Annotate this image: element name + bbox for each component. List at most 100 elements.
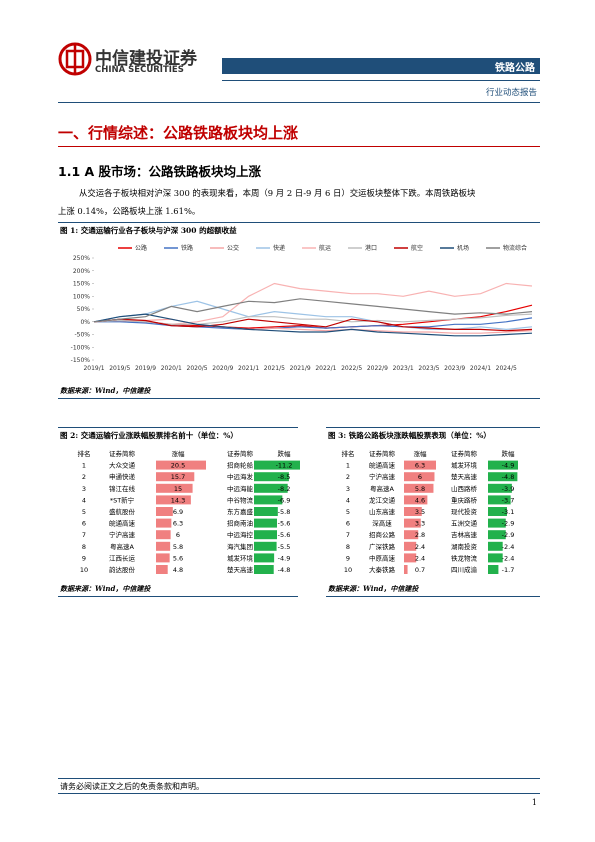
table-cell: 江西长运 <box>109 553 136 562</box>
x-tick-label: 2023/5 <box>418 365 439 372</box>
header-tag: 铁路公路 <box>495 63 535 74</box>
y-tick-label: -150% <box>71 357 91 364</box>
value-bar <box>254 530 277 540</box>
y-tick-label: 0% <box>80 319 90 326</box>
table-cell: 宁沪高速 <box>369 472 396 481</box>
table-header: 证券简称 <box>369 449 396 458</box>
table-cell: 皖通高速 <box>109 519 136 528</box>
table-cell: 2 <box>346 473 350 481</box>
rule <box>58 596 298 597</box>
table-cell: 4 <box>346 496 350 504</box>
table: 排名 证券简称 涨幅 证券简称 跌幅 1 大众交通 20.5 招商轮船 -11.2 2 申通快递 15.… <box>78 449 300 574</box>
x-tick-label: 2024/1 <box>470 365 491 372</box>
table-cell: 10 <box>344 566 352 574</box>
table-cell: -2.9 <box>502 531 515 539</box>
table-cell: 盛航股份 <box>109 507 136 516</box>
value-bar <box>488 507 507 516</box>
value-bar <box>488 541 503 551</box>
table-cell: -5.6 <box>278 520 291 528</box>
figure-caption: 图 3: 铁路公路板块涨跌幅股票表现（单位：%） <box>328 431 491 440</box>
table-header: 跌幅 <box>278 449 292 458</box>
x-tick-label: 2019/5 <box>109 365 130 372</box>
table-cell: 大众交通 <box>109 461 136 470</box>
table-header: 证券简称 <box>451 449 478 458</box>
table-cell: 4.8 <box>173 566 183 574</box>
table-cell: 山西路桥 <box>451 484 478 493</box>
table-cell: 粤高速A <box>110 542 135 551</box>
table-cell: 东方嘉盛 <box>227 507 254 516</box>
table-cell: 海汽集团 <box>227 542 253 551</box>
legend-label: 航空 <box>411 244 423 252</box>
table-cell: 五洲交通 <box>451 519 478 528</box>
table-cell: -4.9 <box>502 462 515 470</box>
table-cell: 2.8 <box>415 531 425 539</box>
legend-label: 物流综合 <box>503 244 527 252</box>
series-line <box>93 318 533 332</box>
table-cell: 5 <box>82 508 86 516</box>
table-header: 涨幅 <box>414 449 428 458</box>
rule <box>58 222 540 223</box>
table-cell: 铁龙物流 <box>451 553 478 562</box>
paragraph: 从交运各子板块相对沪深 300 的表现来看，本周（9 月 2 日-9 月 6 日… <box>79 188 476 198</box>
table-cell: 中远海发 <box>227 472 254 481</box>
x-tick-label: 2024/5 <box>496 365 517 372</box>
value-bar <box>254 553 275 563</box>
rule <box>58 427 298 428</box>
table-cell: -5.6 <box>278 531 291 539</box>
table-cell: 广深铁路 <box>369 542 396 551</box>
value-bar <box>404 541 417 551</box>
table-cell: 1 <box>346 462 350 470</box>
value-bar <box>488 472 518 482</box>
legend-label: 快递 <box>273 244 285 252</box>
x-tick-label: 2023/9 <box>444 365 465 372</box>
value-bar <box>404 507 422 516</box>
value-bar <box>488 518 506 528</box>
rule <box>58 793 540 794</box>
value-bar <box>254 495 283 505</box>
table-cell: 7 <box>82 531 86 539</box>
logo-en: CHINA SECURITIES <box>95 65 184 75</box>
table-header: 证券简称 <box>227 449 254 458</box>
value-bar <box>404 530 419 540</box>
value-bar <box>404 460 436 470</box>
table-cell: 3.3 <box>415 520 425 528</box>
table-cell: -4.8 <box>278 566 291 574</box>
table-cell: 6.3 <box>415 462 425 470</box>
value-bar <box>254 518 277 528</box>
table-cell: 6 <box>418 473 422 481</box>
table-cell: 5 <box>346 508 350 516</box>
table-header: 排名 <box>78 449 91 458</box>
value-bar <box>156 460 206 470</box>
table-cell: 7 <box>346 531 350 539</box>
header-rule <box>222 80 540 81</box>
table-cell: 粤高速A <box>370 484 395 493</box>
value-bar <box>156 530 171 540</box>
value-bar <box>156 541 171 551</box>
value-bar <box>488 460 518 470</box>
table-header: 涨幅 <box>172 449 186 458</box>
table-cell: -6.9 <box>278 496 291 504</box>
table-cell: -8.2 <box>278 485 291 493</box>
table-cell: 四川成渝 <box>451 565 478 574</box>
value-bar <box>156 483 193 493</box>
table-cell: 8 <box>82 543 86 551</box>
table-cell: 现代投资 <box>451 507 478 516</box>
series-line <box>93 318 533 334</box>
y-tick-label: -100% <box>71 344 91 351</box>
logo-icon <box>58 42 92 76</box>
table-cell: 2.4 <box>415 554 425 562</box>
table-cell: 2 <box>82 473 86 481</box>
header-bar <box>222 58 540 74</box>
table-cell: 山东高速 <box>369 507 396 516</box>
page-number: 1 <box>531 798 537 807</box>
table-cell: 6.3 <box>173 520 183 528</box>
table-cell: 3.5 <box>415 508 425 516</box>
paragraph: 上涨 0.14%，公路板块上涨 1.61%。 <box>58 206 201 216</box>
table-header: 证券简称 <box>109 449 136 458</box>
table-cell: 8 <box>346 543 350 551</box>
table-cell: 宁沪高速 <box>109 530 136 539</box>
table-cell: 0.7 <box>415 566 425 574</box>
value-bar <box>404 483 434 493</box>
table-cell: 龙江交通 <box>369 495 396 504</box>
table-cell: 中原高速 <box>369 553 396 562</box>
